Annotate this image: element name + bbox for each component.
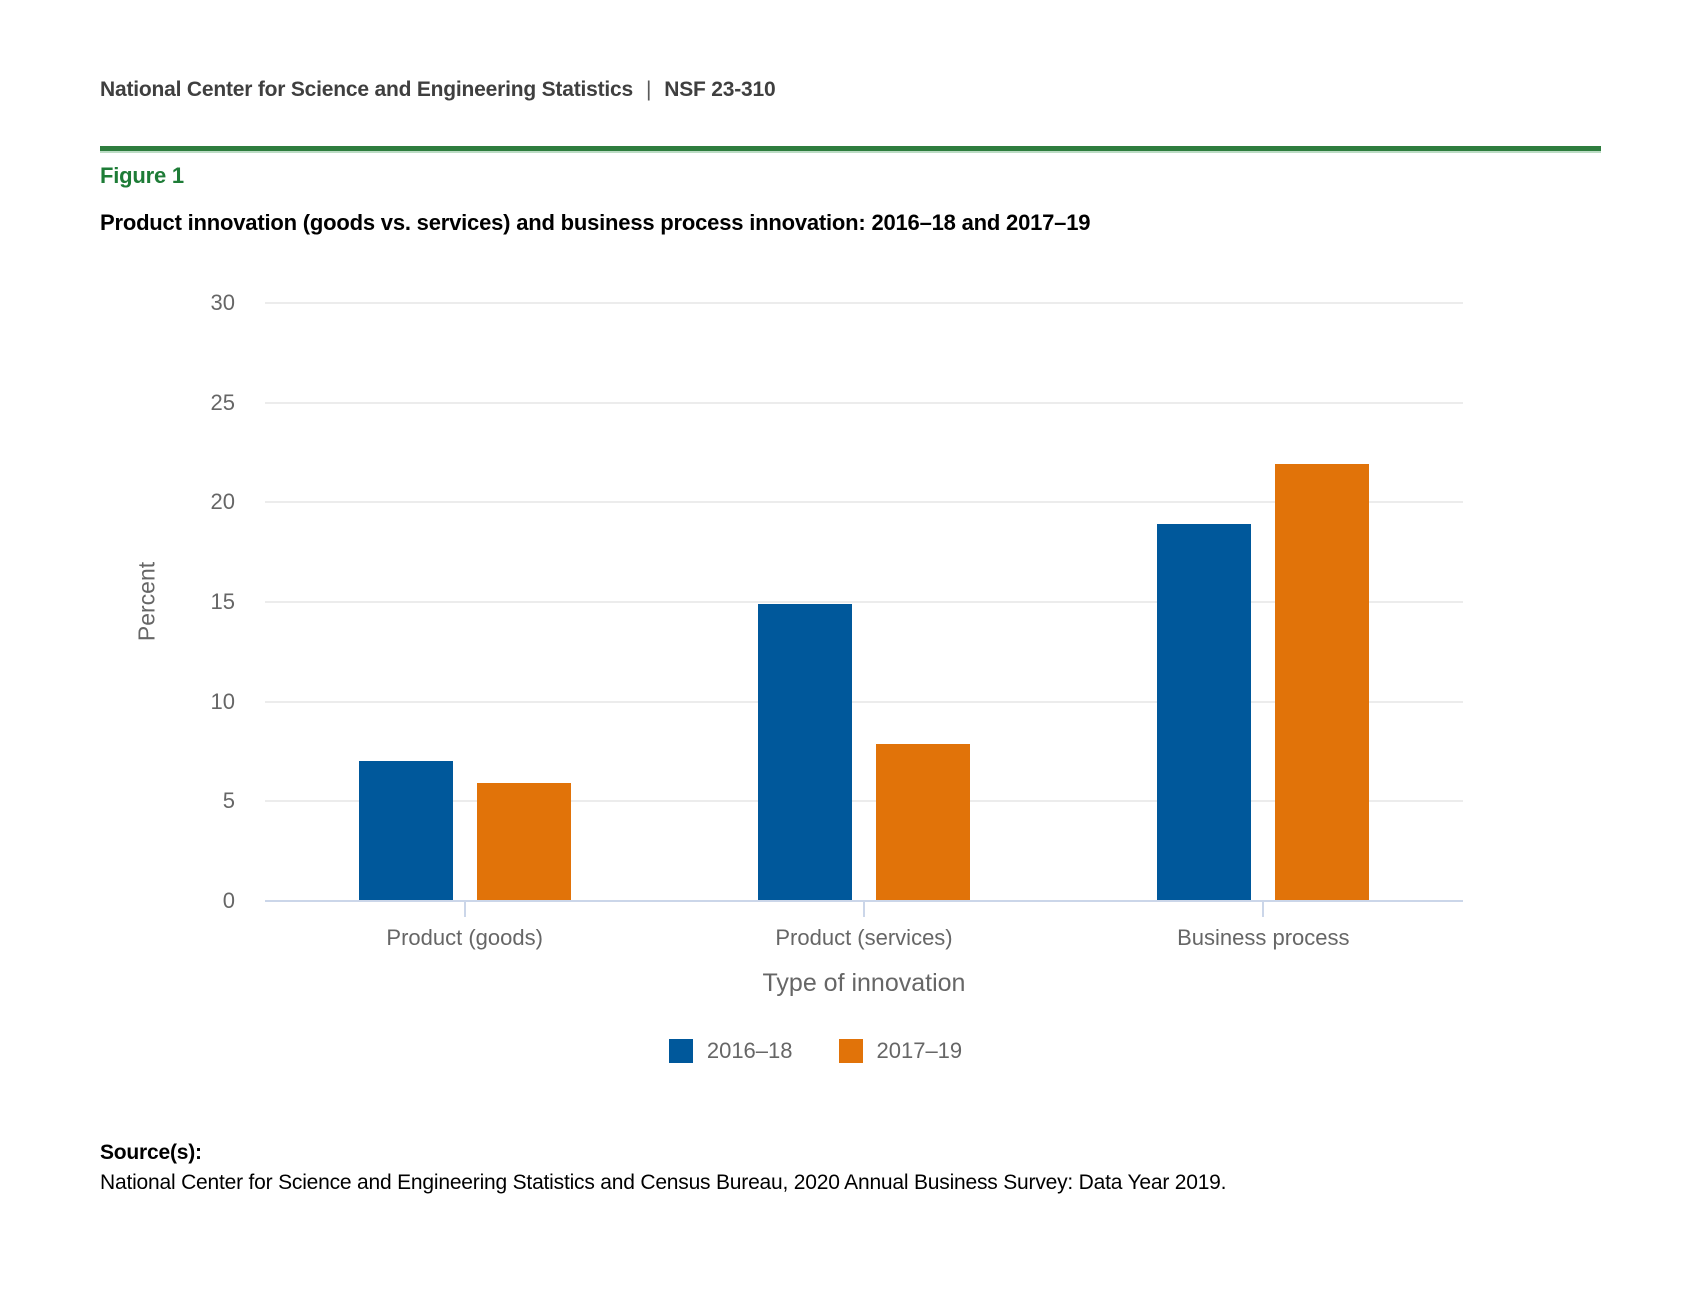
bar-2017-19-product-goods[interactable] — [477, 783, 571, 901]
x-tick-business-process — [1262, 902, 1265, 917]
gridline-15 — [265, 601, 1463, 603]
category-label-business-process: Business process — [1177, 925, 1350, 950]
y-tick-label-25: 25 — [210, 389, 235, 415]
legend-item-2016-18[interactable]: 2016–18 — [668, 1038, 793, 1064]
legend-swatch-2017-19 — [838, 1039, 863, 1063]
y-tick-label-0: 0 — [222, 888, 235, 913]
gridline-20 — [265, 501, 1463, 504]
bar-chart: 0 5 10 15 20 25 30 Product (goods) Product (serv… — [100, 260, 1531, 1100]
y-tick-label-10: 10 — [210, 688, 235, 714]
category-label-product-services: Product (services) — [775, 925, 953, 950]
y-tick-label-20: 20 — [210, 489, 235, 515]
gridline-30 — [265, 302, 1463, 304]
source-text: National Center for Science and Engineer… — [100, 1171, 1227, 1194]
y-axis-title: Percent — [133, 561, 160, 642]
legend-item-2017-19[interactable]: 2017–19 — [838, 1038, 963, 1064]
bar-2016-18-product-goods[interactable] — [359, 761, 453, 901]
bar-2017-19-product-services[interactable] — [876, 744, 970, 901]
gridline-5 — [265, 800, 1463, 803]
report-header: National Center for Science and Engineer… — [100, 78, 776, 102]
category-label-product-goods: Product (goods) — [386, 925, 543, 950]
legend-label-2017-19: 2017–19 — [876, 1038, 963, 1063]
report-number: NSF 23-310 — [664, 78, 776, 101]
x-tick-product-goods — [463, 902, 466, 917]
gridline-10 — [265, 700, 1463, 703]
source-heading: Source(s): — [100, 1141, 202, 1164]
legend-label-2016-18: 2016–18 — [706, 1038, 793, 1063]
bar-2017-19-business-process[interactable] — [1275, 464, 1369, 901]
x-tick-product-services — [863, 902, 865, 917]
x-axis-line — [265, 900, 1463, 902]
y-tick-label-5: 5 — [222, 788, 235, 814]
y-tick-label-30: 30 — [210, 290, 235, 315]
figure-label: Figure 1 — [100, 163, 184, 188]
publisher-name: National Center for Science and Engineer… — [100, 78, 633, 101]
gridline-25 — [265, 401, 1463, 404]
x-axis-title: Type of innovation — [762, 969, 966, 997]
bar-2016-18-business-process[interactable] — [1157, 524, 1251, 901]
header-rule — [100, 146, 1601, 153]
y-tick-label-15: 15 — [210, 589, 235, 614]
legend-swatch-2016-18 — [668, 1039, 693, 1063]
bar-2016-18-product-services[interactable] — [758, 604, 852, 901]
legend: 2016–18 2017–19 — [100, 1038, 1531, 1064]
figure-title: Product innovation (goods vs. services) … — [100, 210, 1091, 235]
header-divider-bar: | — [646, 78, 652, 101]
